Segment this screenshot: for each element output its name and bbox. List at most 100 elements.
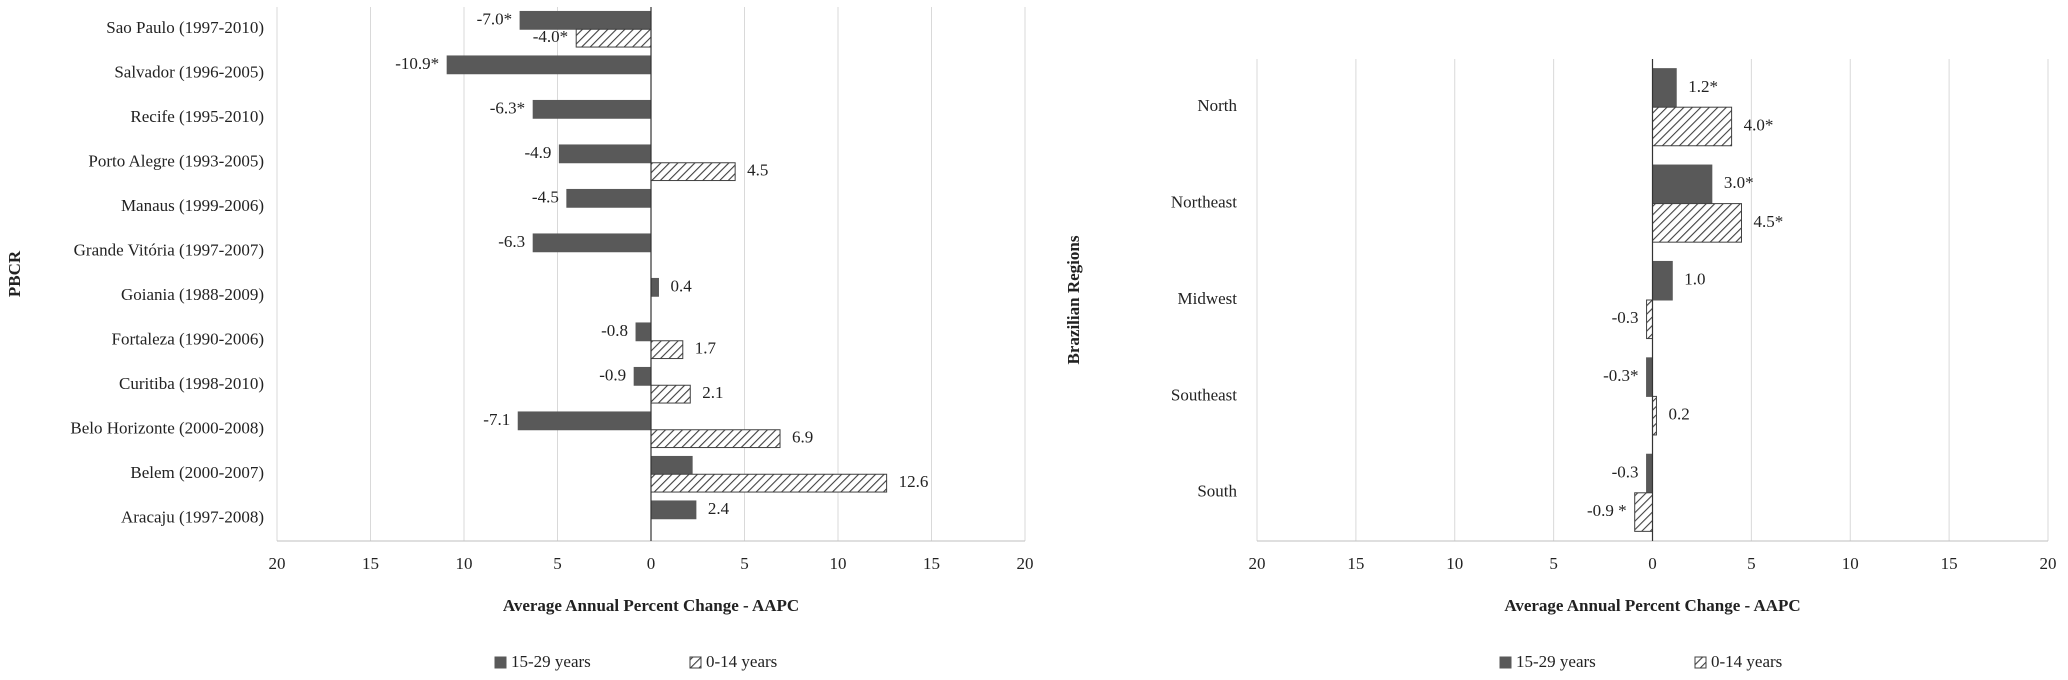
category-label: Curitiba (1998-2010): [119, 374, 264, 393]
value-label: 0.2: [1668, 405, 1689, 424]
value-label: 12.6: [899, 472, 929, 491]
category-label: Recife (1995-2010): [130, 107, 264, 126]
category-label: Goiania (1988-2009): [121, 285, 264, 304]
category-label: Grande Vitória (1997-2007): [74, 241, 264, 260]
value-label: -0.9: [599, 365, 626, 384]
legend-swatch: [494, 656, 507, 669]
value-label: 6.9: [792, 428, 813, 447]
bar: [1646, 357, 1654, 397]
x-tick-label: 15: [362, 554, 379, 573]
bar: [1652, 203, 1742, 243]
category-label: Fortaleza (1990-2006): [112, 330, 264, 349]
category-label: Sao Paulo (1997-2010): [106, 18, 264, 37]
x-tick-label: 10: [1842, 554, 1859, 573]
x-tick-label: 5: [1747, 554, 1756, 573]
bar: [635, 322, 652, 342]
x-tick-label: 15: [923, 554, 940, 573]
value-label: -10.9*: [395, 54, 439, 73]
x-axis-title: Average Annual Percent Change - AAPC: [503, 596, 799, 615]
y-axis-title: Brazilian Regions: [1064, 235, 1083, 364]
value-label: 1.0: [1684, 270, 1705, 289]
bar: [1652, 68, 1677, 108]
bar: [650, 384, 691, 404]
x-tick-label: 5: [553, 554, 562, 573]
bar: [650, 340, 684, 360]
value-label: -7.1: [483, 410, 510, 429]
bar: [650, 429, 781, 449]
category-label: Belo Horizonte (2000-2008): [70, 419, 264, 438]
bar: [446, 55, 652, 75]
value-label: -0.3*: [1603, 366, 1638, 385]
x-tick-label: 5: [1549, 554, 1558, 573]
category-label: Manaus (1999-2006): [121, 196, 264, 215]
value-label: -4.5: [532, 187, 559, 206]
bar: [650, 277, 659, 297]
value-label: 3.0*: [1724, 173, 1754, 192]
legend-swatch: [689, 656, 702, 669]
value-label: 0.4: [670, 276, 692, 295]
x-tick-label: 20: [269, 554, 286, 573]
value-label: -7.0*: [477, 9, 512, 28]
value-label: 4.5: [747, 161, 768, 180]
legend-label: 15-29 years: [511, 652, 591, 671]
value-label: -0.3: [1612, 308, 1639, 327]
bar: [1652, 106, 1733, 147]
value-label: 2.4: [708, 499, 730, 518]
bar: [650, 162, 736, 182]
value-label: -0.3: [1612, 462, 1639, 481]
category-label: South: [1197, 482, 1237, 501]
bar: [517, 411, 652, 431]
bar: [650, 473, 888, 493]
bar: [1646, 453, 1654, 494]
value-label: -0.8: [601, 321, 628, 340]
bar: [1652, 260, 1673, 301]
category-label: Midwest: [1178, 289, 1238, 308]
category-label: North: [1197, 96, 1237, 115]
x-tick-label: 15: [1941, 554, 1958, 573]
legend-label: 15-29 years: [1516, 652, 1596, 671]
category-label: Belem (2000-2007): [130, 463, 264, 482]
category-label: Porto Alegre (1993-2005): [88, 152, 264, 171]
category-label: Southeast: [1171, 385, 1237, 404]
x-tick-label: 20: [2040, 554, 2057, 573]
value-label: -4.0*: [533, 27, 568, 46]
value-label: 1.2*: [1688, 77, 1718, 96]
value-label: -6.3*: [490, 98, 525, 117]
value-label: 2.1: [702, 383, 723, 402]
x-axis-title: Average Annual Percent Change - AAPC: [1504, 596, 1800, 615]
x-tick-label: 10: [1446, 554, 1463, 573]
value-label: 1.7: [695, 339, 717, 358]
category-label: Salvador (1996-2005): [114, 63, 264, 82]
bar: [1652, 164, 1713, 205]
x-tick-label: 5: [740, 554, 749, 573]
bar: [650, 455, 693, 475]
y-axis-title: PBCR: [5, 250, 24, 297]
x-tick-label: 10: [830, 554, 847, 573]
value-label: -6.3: [498, 232, 525, 251]
bar: [532, 233, 652, 253]
bar: [633, 366, 652, 386]
bar: [575, 28, 652, 48]
bar: [1646, 299, 1654, 340]
legend-swatch: [1694, 656, 1707, 669]
value-label: 4.0*: [1744, 115, 1774, 134]
value-label: -0.9 *: [1587, 501, 1627, 520]
bar: [532, 99, 652, 119]
bar: [1634, 492, 1654, 532]
category-label: Northeast: [1171, 193, 1237, 212]
x-tick-label: 20: [1249, 554, 1266, 573]
bar: [558, 144, 652, 164]
bar: [650, 500, 697, 520]
x-tick-label: 10: [456, 554, 473, 573]
value-label: -4.9: [524, 143, 551, 162]
x-tick-label: 0: [647, 554, 656, 573]
value-label: 4.5*: [1753, 212, 1783, 231]
category-label: Aracaju (1997-2008): [121, 508, 264, 527]
legend-label: 0-14 years: [1711, 652, 1782, 671]
x-tick-label: 0: [1648, 554, 1657, 573]
bar: [566, 188, 652, 208]
x-tick-label: 15: [1347, 554, 1364, 573]
x-tick-label: 20: [1017, 554, 1034, 573]
legend-label: 0-14 years: [706, 652, 777, 671]
